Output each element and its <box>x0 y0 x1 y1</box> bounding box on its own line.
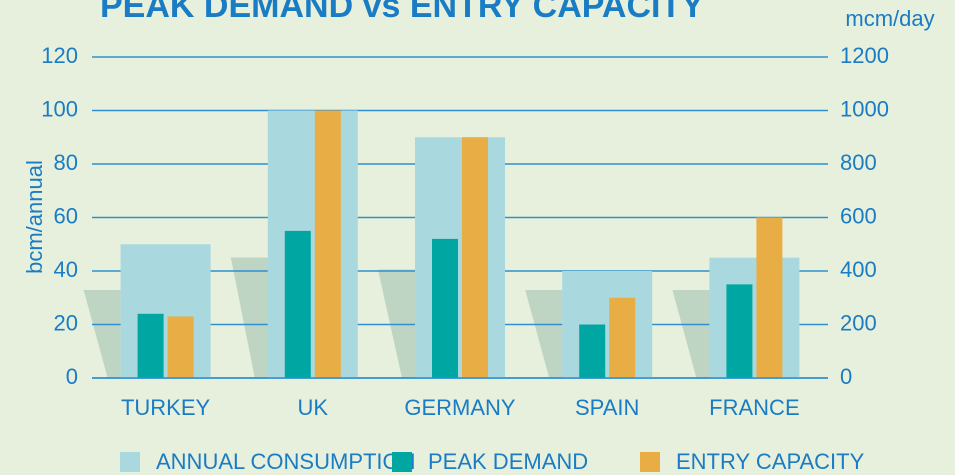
decor-shadows <box>83 257 765 378</box>
legend-swatch <box>120 452 140 472</box>
legend-swatch <box>392 452 412 472</box>
y2-tick-label: 1000 <box>840 96 889 121</box>
bar <box>284 230 311 378</box>
y-tick-label: 80 <box>54 150 78 175</box>
shadow <box>525 290 563 378</box>
y2-tick-label: 0 <box>840 364 852 389</box>
y2-axis-label: mcm/day <box>845 6 934 31</box>
shadow <box>230 257 268 378</box>
y-tick-label: 40 <box>54 257 78 282</box>
y-tick-label: 0 <box>66 364 78 389</box>
bar <box>137 313 164 378</box>
bar <box>167 316 194 378</box>
legend-swatch <box>640 452 660 472</box>
legend-label: ENTRY CAPACITY <box>676 449 865 474</box>
x-tick-label: UK <box>298 395 329 420</box>
x-tick-label: TURKEY <box>121 395 211 420</box>
chart-title: PEAK DEMAND vs ENTRY CAPACITY <box>100 0 704 25</box>
y-tick-label: 20 <box>54 310 78 335</box>
bar <box>432 238 458 378</box>
shadow <box>83 290 121 378</box>
bar <box>579 324 606 378</box>
bar <box>562 271 653 378</box>
y2-tick-label: 600 <box>840 203 877 228</box>
y-tick-label: 100 <box>41 96 78 121</box>
bar <box>267 110 358 378</box>
shadow <box>672 290 710 378</box>
bar <box>462 137 488 378</box>
x-tick-label: SPAIN <box>575 395 639 420</box>
bar <box>415 137 505 378</box>
y-tick-label: 120 <box>41 43 78 68</box>
legend-label: ANNUAL CONSUMPTION <box>156 449 416 474</box>
x-tick-label: FRANCE <box>709 395 799 420</box>
bar <box>314 110 341 378</box>
bar <box>756 217 783 378</box>
y2-tick-label: 800 <box>840 150 877 175</box>
bar <box>726 284 753 378</box>
x-tick-label: GERMANY <box>404 395 516 420</box>
bar <box>709 257 800 378</box>
y2-tick-label: 1200 <box>840 43 889 68</box>
y-tick-label: 60 <box>54 203 78 228</box>
bar <box>609 297 636 378</box>
legend-label: PEAK DEMAND <box>428 449 588 474</box>
y-axis-label: bcm/annual <box>22 160 47 274</box>
y2-tick-label: 400 <box>840 257 877 282</box>
bar <box>120 244 211 378</box>
y2-tick-label: 200 <box>840 310 877 335</box>
